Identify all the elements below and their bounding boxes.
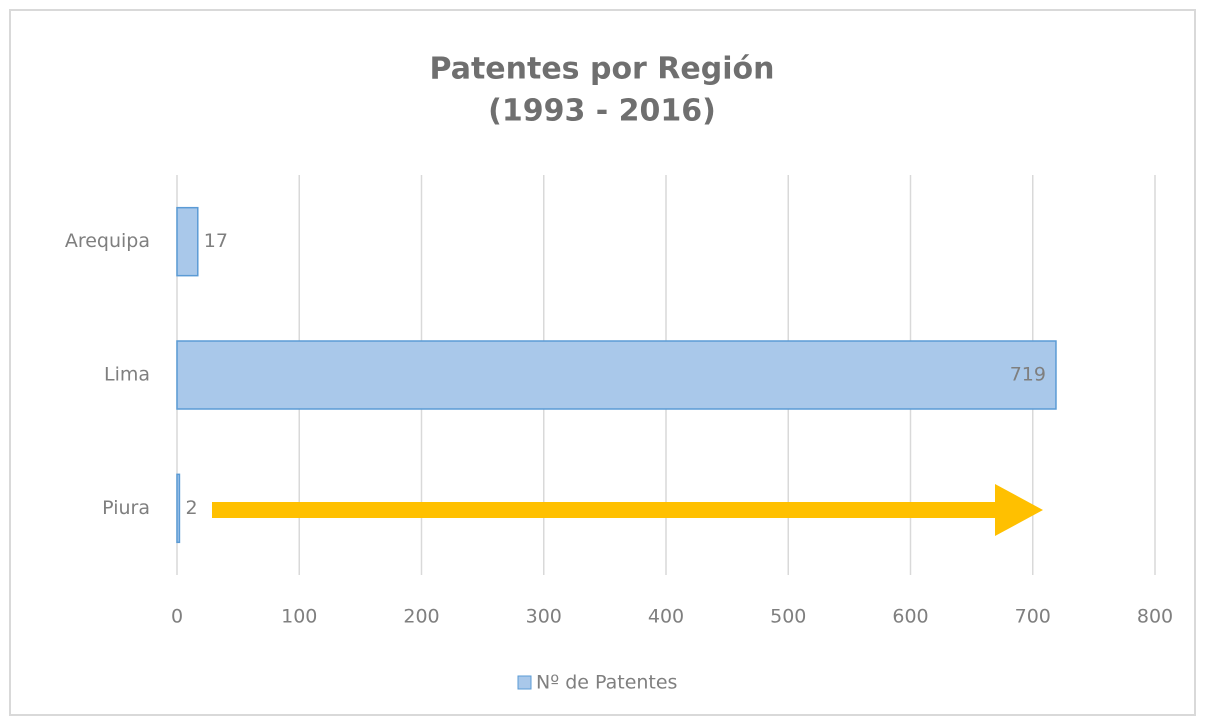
y-tick-label: Lima [104, 364, 150, 386]
y-tick-label: Arequipa [65, 230, 150, 252]
bar [176, 340, 1057, 410]
data-label: 17 [204, 230, 228, 252]
bar [176, 206, 199, 277]
x-tick-label: 500 [770, 606, 806, 628]
x-tick-label: 400 [648, 606, 684, 628]
legend: Nº de Patentes [517, 672, 677, 694]
x-tick-label: 700 [1015, 606, 1051, 628]
x-tick-label: 0 [171, 606, 183, 628]
chart-title: Patentes por Región [430, 52, 775, 87]
arrow-head [995, 484, 1043, 536]
data-label: 719 [1010, 364, 1046, 386]
data-label: 2 [185, 497, 197, 519]
y-tick-label: Piura [102, 497, 150, 519]
legend-label: Nº de Patentes [536, 672, 677, 694]
bar [176, 473, 181, 544]
bars: Arequipa 17 Lima 719 Piura 2 [65, 206, 1057, 544]
x-tick-label: 600 [892, 606, 928, 628]
x-tick-label: 800 [1137, 606, 1173, 628]
x-tick-label: 200 [403, 606, 439, 628]
x-tick-label: 100 [281, 606, 317, 628]
x-tick-label: 300 [526, 606, 562, 628]
legend-swatch [517, 675, 532, 690]
arrow [212, 484, 1043, 536]
chart-subtitle: (1993 - 2016) [488, 94, 716, 129]
